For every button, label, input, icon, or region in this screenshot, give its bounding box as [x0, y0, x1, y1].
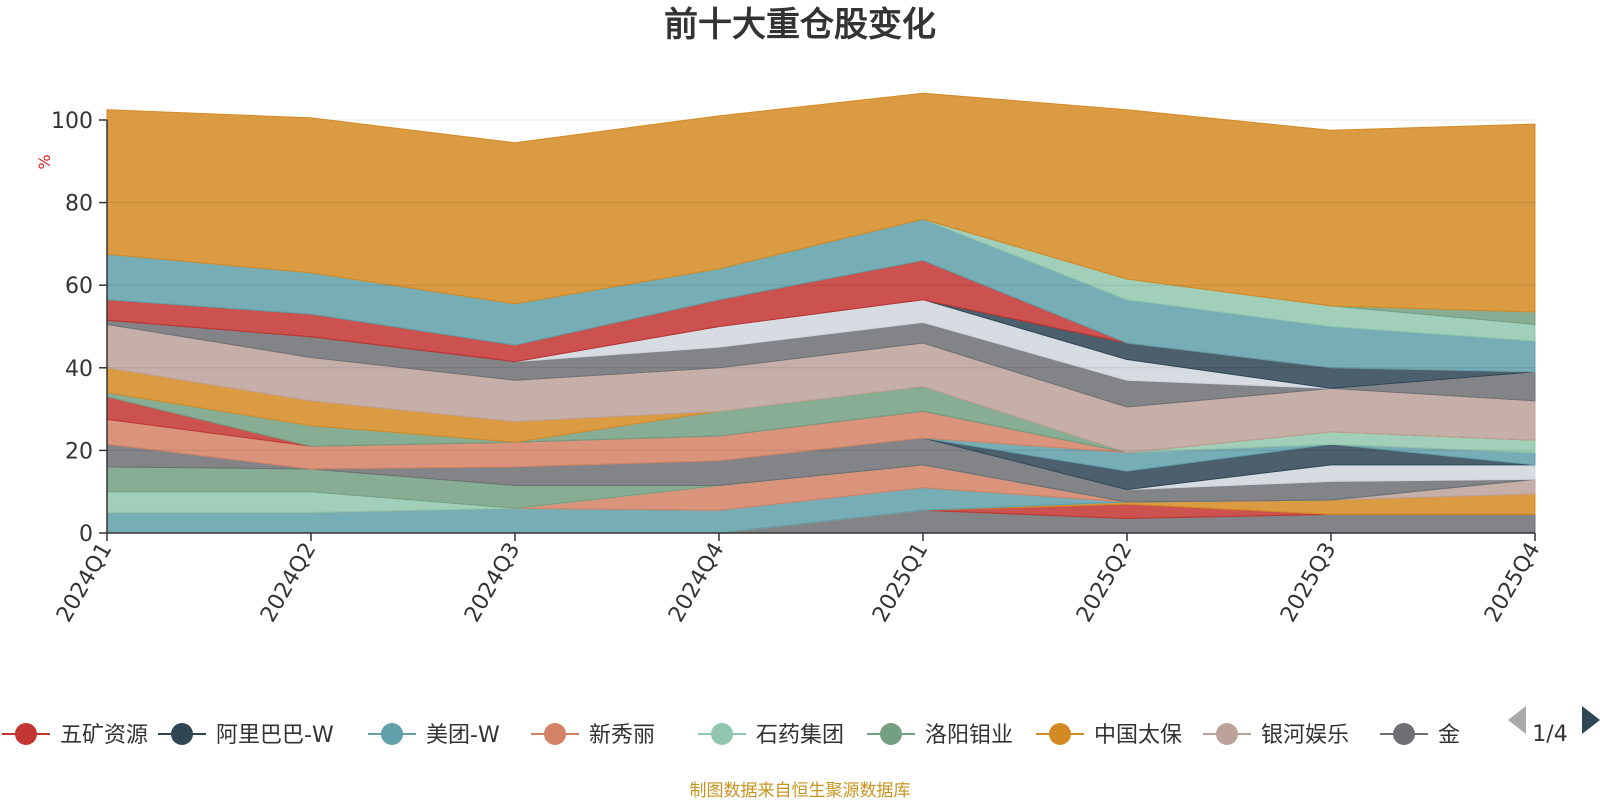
legend-page-indicator: 1/4 [1532, 722, 1567, 747]
legend-items: 五矿资源 阿里巴巴-W 美团-W 新秀丽 石药集团 洛阳钼业 中国太保 银河娱乐 金 [2, 723, 1460, 748]
legend-marker-3 [544, 723, 566, 745]
legend-marker-7 [1216, 723, 1238, 745]
legend-label-1: 阿里巴巴-W [216, 723, 334, 748]
legend-item-0[interactable]: 五矿资源 [2, 723, 148, 748]
legend-marker-5 [880, 723, 902, 745]
x-tick-label-4: 2025Q1 [868, 539, 933, 627]
legend-item-8[interactable]: 金 [1380, 723, 1460, 748]
legend-item-3[interactable]: 新秀丽 [531, 723, 655, 748]
legend-label-5: 洛阳钼业 [925, 723, 1013, 748]
x-tick-label-5: 2025Q2 [1072, 539, 1137, 627]
legend-item-1[interactable]: 阿里巴巴-W [158, 723, 334, 748]
x-tick-label-6: 2025Q3 [1276, 539, 1341, 627]
legend-label-8: 金 [1438, 723, 1460, 748]
legend-item-5[interactable]: 洛阳钼业 [867, 723, 1013, 748]
legend-item-2[interactable]: 美团-W [368, 723, 500, 748]
legend-label-3: 新秀丽 [589, 723, 655, 748]
y-tick-label-3: 60 [65, 274, 93, 299]
legend-label-0: 五矿资源 [60, 723, 148, 748]
y-tick-label-4: 80 [65, 192, 93, 217]
y-tick-label-2: 40 [65, 357, 93, 382]
legend-marker-8 [1393, 723, 1415, 745]
legend-label-7: 银河娱乐 [1261, 723, 1349, 748]
legend-marker-6 [1049, 723, 1071, 745]
legend-next-arrow-icon[interactable] [1582, 706, 1600, 734]
x-tick-label-7: 2025Q4 [1480, 539, 1545, 627]
x-tick-label-1: 2024Q2 [256, 539, 321, 627]
data-source-note: 制图数据来自恒生聚源数据库 [690, 781, 911, 800]
legend-item-6[interactable]: 中国太保 [1036, 723, 1182, 748]
legend-item-4[interactable]: 石药集团 [698, 723, 844, 748]
area-series-25[interactable] [106, 92, 1536, 313]
y-tick-label-0: 0 [79, 522, 93, 547]
plot-area [106, 92, 1536, 534]
legend-label-4: 石药集团 [756, 723, 844, 748]
legend-marker-2 [381, 723, 403, 745]
legend-marker-0 [15, 723, 37, 745]
x-tick-label-0: 2024Q1 [52, 539, 117, 627]
legend-marker-1 [171, 723, 193, 745]
legend: 五矿资源 阿里巴巴-W 美团-W 新秀丽 石药集团 洛阳钼业 中国太保 银河娱乐 金 [2, 723, 1460, 748]
y-tick-label-1: 20 [65, 439, 93, 464]
legend-prev-arrow-icon[interactable] [1508, 706, 1526, 734]
legend-marker-4 [711, 723, 733, 745]
y-axis-unit: % [35, 154, 54, 169]
legend-pager: 1/4 [1508, 706, 1600, 747]
legend-item-7[interactable]: 银河娱乐 [1203, 723, 1349, 748]
chart-title: 前十大重仓股变化 [664, 5, 936, 45]
x-tick-label-2: 2024Q3 [460, 539, 525, 627]
legend-label-6: 中国太保 [1094, 723, 1182, 748]
x-tick-label-3: 2024Q4 [664, 539, 729, 627]
y-tick-label-5: 100 [51, 109, 93, 134]
legend-label-2: 美团-W [426, 723, 500, 748]
